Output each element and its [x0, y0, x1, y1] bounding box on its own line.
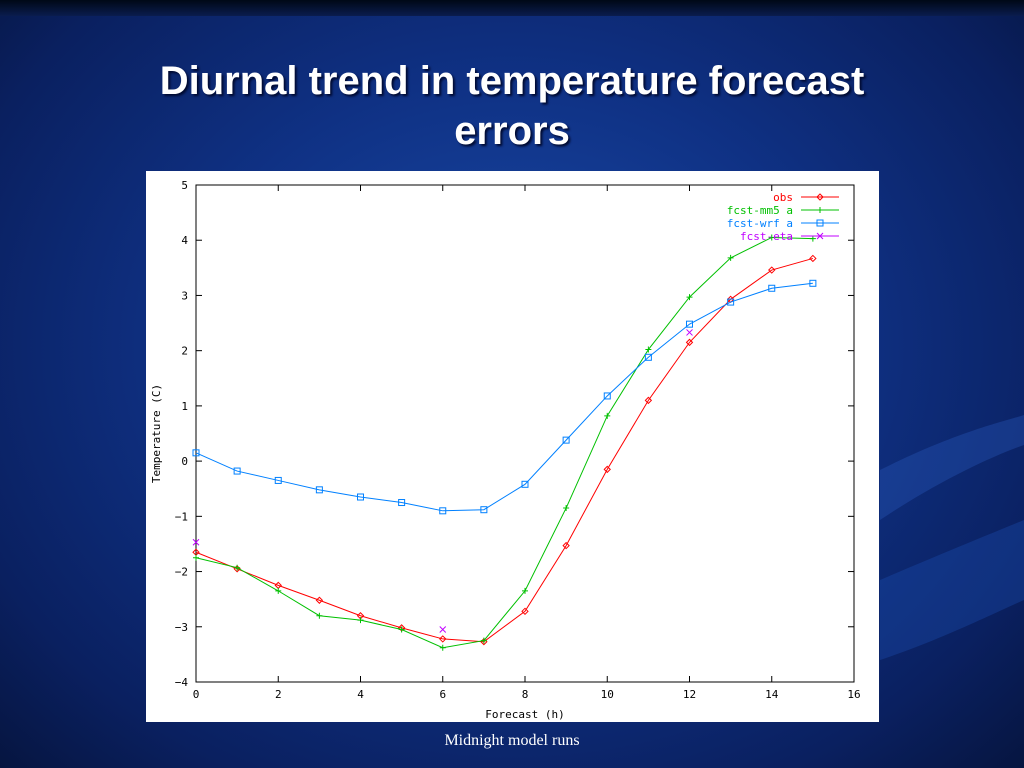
data-point: [234, 564, 241, 571]
slide-title-line1: Diurnal trend in temperature forecast: [159, 59, 865, 103]
y-tick-label: −3: [175, 621, 188, 634]
data-point: [315, 486, 323, 494]
y-tick-label: 4: [181, 234, 188, 247]
data-point: [439, 507, 447, 515]
data-point: [644, 353, 652, 361]
series-layer: [192, 234, 817, 651]
chart-caption: Midnight model runs: [444, 732, 580, 749]
chart-frame: 0 2 4 6 8 10 12 14 16 −4 −3 −2 −1 0 1 2 3 4 5 Forecast (h) T…: [146, 171, 879, 722]
data-point: [816, 232, 824, 240]
legend-label: fcst-eta: [740, 230, 793, 243]
series-fcst-wrf-a: [192, 279, 817, 515]
data-point: [480, 637, 487, 644]
data-point: [274, 476, 282, 484]
y-tick-label: 1: [181, 400, 188, 413]
data-point: [193, 554, 199, 561]
slide-title: Diurnal trend in temperature forecast er…: [0, 56, 1024, 156]
data-point: [192, 449, 200, 457]
data-point: [439, 644, 446, 651]
legend-label: fcst-mm5 a: [727, 204, 793, 217]
y-tick-label: −1: [175, 510, 188, 523]
data-point: [316, 612, 323, 619]
plot-border: [195, 184, 855, 683]
legend-item: fcst-mm5 a: [727, 204, 839, 217]
data-point: [398, 626, 405, 633]
legend-item: obs: [773, 191, 839, 204]
data-point: [439, 635, 447, 643]
x-tick-label: 8: [522, 688, 529, 701]
x-axis-label: Forecast (h): [485, 708, 564, 721]
slide-title-line2: errors: [454, 109, 570, 153]
data-point: [809, 235, 816, 242]
x-tick-label: 16: [847, 688, 860, 701]
series-line: [195, 282, 813, 512]
y-tick-label: 0: [181, 455, 188, 468]
legend-item: fcst-wrf a: [727, 217, 839, 230]
data-point: [645, 346, 652, 353]
y-tick-label: −2: [175, 566, 188, 579]
x-tick-label: 14: [765, 688, 779, 701]
data-point: [768, 284, 776, 292]
y-tick-label: −4: [175, 676, 189, 689]
legend-item: fcst-eta: [740, 230, 839, 243]
series-fcst-mm5-a: [193, 234, 816, 651]
data-point: [480, 506, 488, 514]
data-point: [604, 412, 611, 419]
data-point: [727, 298, 735, 306]
data-point: [817, 207, 823, 213]
data-point: [562, 436, 570, 444]
data-point: [603, 465, 611, 474]
data-point: [809, 279, 817, 287]
x-tick-label: 6: [439, 688, 446, 701]
y-axis-label: Temperature (C): [150, 384, 163, 483]
data-point: [809, 254, 817, 263]
series-obs: [192, 254, 817, 646]
series-line: [195, 257, 814, 643]
legend-label: fcst-wrf a: [727, 217, 793, 230]
x-tick-label: 0: [193, 688, 200, 701]
data-point: [686, 329, 693, 336]
data-point: [192, 538, 200, 546]
y-tick-label: 3: [181, 289, 188, 302]
data-point: [521, 480, 529, 488]
data-point: [727, 254, 734, 261]
data-point: [357, 617, 364, 624]
y-tick-label: 5: [181, 179, 188, 192]
data-point: [439, 626, 447, 633]
data-point: [357, 493, 364, 501]
data-point: [563, 505, 570, 512]
series-fcst-eta: [192, 329, 693, 633]
data-point: [603, 392, 611, 400]
data-point: [233, 467, 241, 475]
data-point: [522, 587, 528, 594]
data-point: [644, 396, 653, 405]
data-point: [816, 219, 824, 227]
x-tick-label: 2: [275, 688, 282, 701]
x-tick-label: 4: [357, 688, 364, 701]
top-band: [0, 0, 1024, 16]
data-point: [685, 338, 694, 347]
x-tick-label: 10: [601, 688, 614, 701]
legend-label: obs: [773, 191, 793, 204]
data-point: [275, 587, 282, 594]
series-line: [195, 236, 813, 649]
data-point: [398, 499, 406, 507]
x-tick-label: 12: [683, 688, 696, 701]
data-point: [768, 234, 775, 241]
data-point: [768, 266, 776, 274]
data-point: [816, 193, 824, 201]
data-point: [315, 596, 324, 604]
data-point: [562, 541, 570, 550]
data-point: [686, 320, 693, 328]
data-point: [686, 294, 693, 301]
y-tick-label: 2: [181, 345, 188, 358]
data-point: [521, 607, 529, 616]
